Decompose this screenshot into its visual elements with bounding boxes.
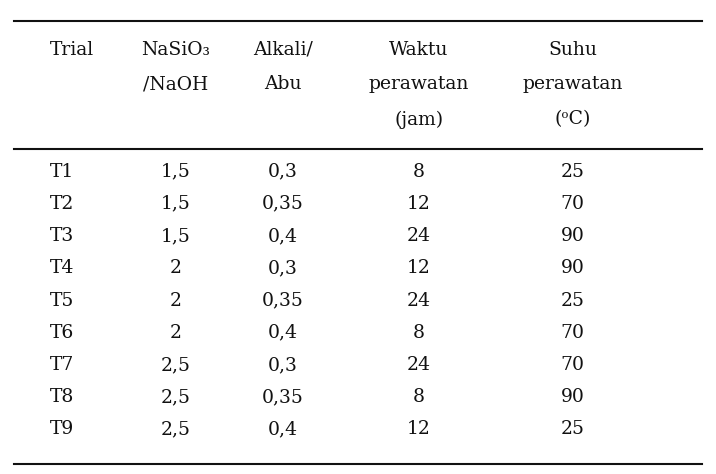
Text: 70: 70: [561, 356, 585, 374]
Text: 8: 8: [413, 324, 425, 342]
Text: 2: 2: [170, 259, 181, 277]
Text: T9: T9: [50, 420, 74, 438]
Text: Trial: Trial: [50, 41, 95, 59]
Text: T4: T4: [50, 259, 74, 277]
Text: 70: 70: [561, 195, 585, 213]
Text: 0,4: 0,4: [268, 227, 298, 245]
Text: 0,35: 0,35: [262, 388, 304, 406]
Text: 25: 25: [561, 163, 585, 181]
Text: T1: T1: [50, 163, 74, 181]
Text: 90: 90: [561, 259, 585, 277]
Text: T8: T8: [50, 388, 74, 406]
Text: 1,5: 1,5: [160, 195, 190, 213]
Text: 2,5: 2,5: [160, 420, 190, 438]
Text: perawatan: perawatan: [523, 75, 623, 93]
Text: 24: 24: [407, 227, 431, 245]
Text: Alkali/: Alkali/: [253, 41, 313, 59]
Text: 90: 90: [561, 227, 585, 245]
Text: Waktu: Waktu: [390, 41, 448, 59]
Text: 0,4: 0,4: [268, 420, 298, 438]
Text: 12: 12: [407, 420, 431, 438]
Text: NaSiO₃: NaSiO₃: [141, 41, 210, 59]
Text: /NaOH: /NaOH: [142, 75, 208, 93]
Text: 2: 2: [170, 292, 181, 310]
Text: T6: T6: [50, 324, 74, 342]
Text: 12: 12: [407, 259, 431, 277]
Text: 2: 2: [170, 324, 181, 342]
Text: 0,3: 0,3: [268, 356, 298, 374]
Text: 25: 25: [561, 292, 585, 310]
Text: 1,5: 1,5: [160, 163, 190, 181]
Text: Suhu: Suhu: [548, 41, 597, 59]
Text: 0,35: 0,35: [262, 292, 304, 310]
Text: 0,4: 0,4: [268, 324, 298, 342]
Text: (ᵒC): (ᵒC): [555, 110, 591, 128]
Text: T3: T3: [50, 227, 74, 245]
Text: 8: 8: [413, 388, 425, 406]
Text: 25: 25: [561, 420, 585, 438]
Text: 0,3: 0,3: [268, 259, 298, 277]
Text: 70: 70: [561, 324, 585, 342]
Text: T5: T5: [50, 292, 74, 310]
Text: perawatan: perawatan: [369, 75, 469, 93]
Text: 0,3: 0,3: [268, 163, 298, 181]
Text: 2,5: 2,5: [160, 388, 190, 406]
Text: T2: T2: [50, 195, 74, 213]
Text: 2,5: 2,5: [160, 356, 190, 374]
Text: 24: 24: [407, 356, 431, 374]
Text: T7: T7: [50, 356, 74, 374]
Text: 1,5: 1,5: [160, 227, 190, 245]
Text: 12: 12: [407, 195, 431, 213]
Text: 0,35: 0,35: [262, 195, 304, 213]
Text: 90: 90: [561, 388, 585, 406]
Text: Abu: Abu: [264, 75, 301, 93]
Text: 8: 8: [413, 163, 425, 181]
Text: (jam): (jam): [395, 110, 443, 128]
Text: 24: 24: [407, 292, 431, 310]
